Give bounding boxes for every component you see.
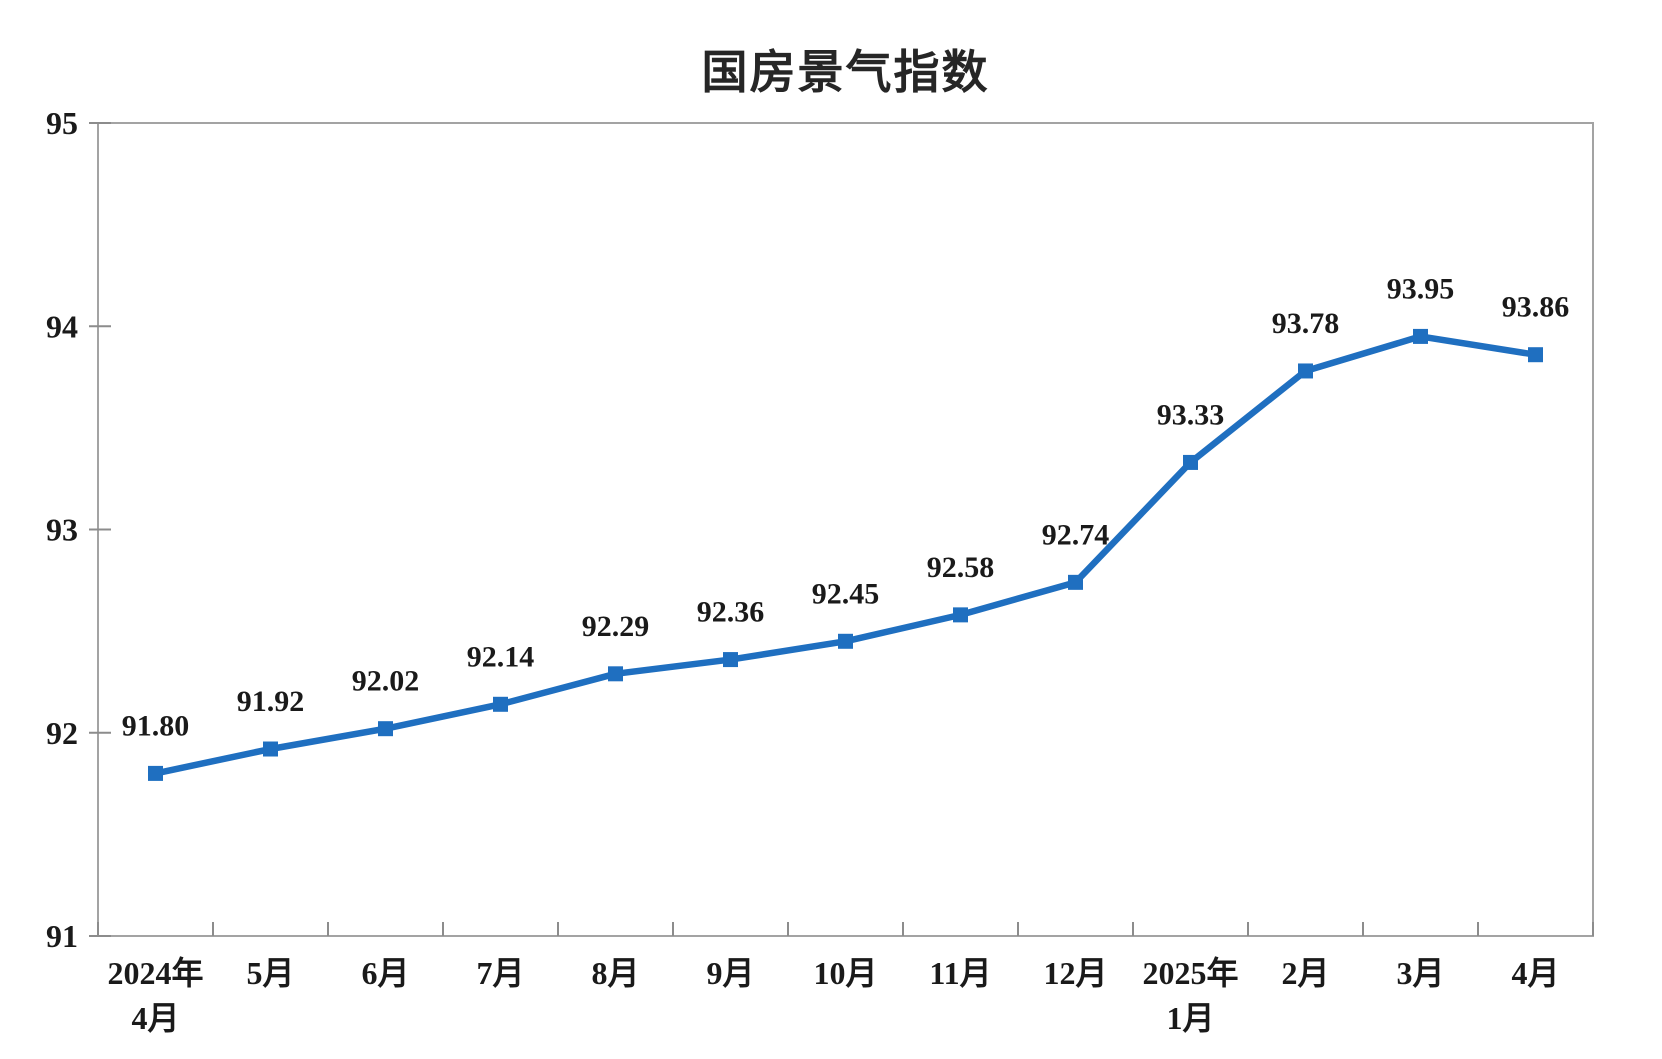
data-point-marker [838,633,853,649]
data-point-marker [608,666,623,682]
y-axis-label: 93 [46,512,78,548]
data-point-label: 93.86 [1502,291,1570,324]
data-point-marker [1528,347,1543,363]
x-axis-label: 1月 [1166,1000,1214,1036]
data-point-marker [378,721,393,737]
data-point-label: 92.29 [582,610,650,643]
data-point-label: 93.78 [1272,307,1340,340]
x-axis-label: 8月 [591,955,639,991]
data-point-marker [1298,363,1313,379]
data-point-marker [723,652,738,668]
y-axis-label: 94 [46,308,78,344]
x-axis-label: 3月 [1396,955,1444,991]
data-point-marker [1413,328,1428,344]
y-axis-label: 91 [46,918,78,954]
plot-border [97,122,1594,937]
data-point-marker [1183,454,1198,470]
data-point-label: 92.58 [927,551,995,584]
data-point-marker [493,696,508,712]
data-point-label: 93.95 [1387,272,1455,305]
x-axis-label: 10月 [813,955,877,991]
data-point-marker [953,607,968,623]
x-axis-label: 12月 [1043,955,1107,991]
data-point-marker [148,765,163,781]
x-axis-label: 5月 [246,955,294,991]
y-axis-label: 92 [46,715,78,751]
x-axis-label: 2025年 [1142,955,1238,991]
data-series-line [152,333,1539,777]
x-axis-label: 11月 [929,955,991,991]
data-point-label: 92.02 [352,665,420,698]
data-point-label: 93.33 [1157,398,1225,431]
x-axis-label: 7月 [476,955,524,991]
chart-title: 国房景气指数 [701,46,990,98]
data-point-label: 91.92 [237,685,305,718]
x-axis-label: 9月 [706,955,754,991]
data-point-marker [263,741,278,757]
data-point-label: 92.36 [697,596,765,629]
data-point-label: 92.74 [1042,518,1110,551]
x-axis-label: 4月 [131,1000,179,1036]
data-point-marker [1068,574,1083,590]
x-axis-label: 2月 [1281,955,1329,991]
y-axis-label: 95 [46,105,78,141]
x-axis-label: 2024年 [107,955,203,991]
data-point-label: 92.45 [812,577,880,610]
x-axis-label: 6月 [361,955,409,991]
data-point-label: 92.14 [467,640,535,673]
x-axis-label: 4月 [1511,955,1559,991]
data-point-label: 91.80 [122,709,190,742]
